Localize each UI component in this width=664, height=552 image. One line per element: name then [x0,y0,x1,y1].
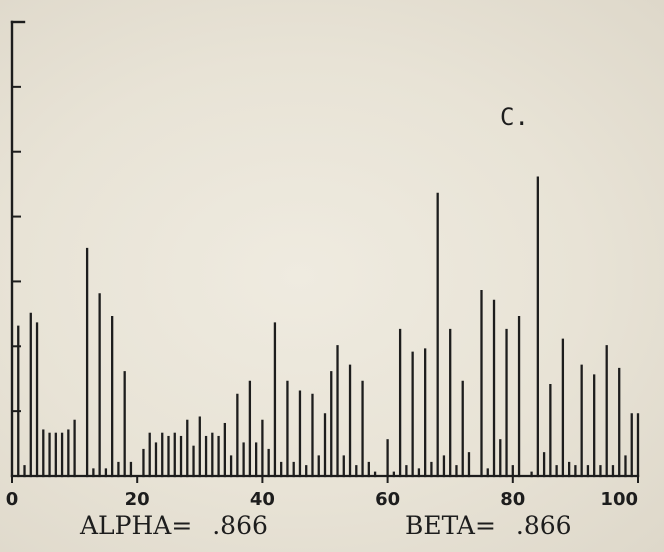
panel-label: C. [500,103,529,131]
chart-axes [10,20,640,478]
x-tick-label-0: 0 [6,489,19,510]
x-tick-label-20: 20 [125,489,150,510]
chart-bars [17,176,640,478]
x-tick-label-80: 80 [500,489,525,510]
alpha-label: ALPHA= [80,511,193,540]
alpha-value: .866 [212,511,268,540]
x-tick-label-40: 40 [250,489,275,510]
chart-ticks: 0 20 40 60 80 100 [6,475,639,510]
beta-value: .866 [515,511,572,540]
beta-label: BETA= [405,511,496,540]
x-tick-label-60: 60 [375,489,400,510]
alpha-parameter: ALPHA= .866 [80,507,268,545]
x-tick-label-100: 100 [600,489,638,510]
beta-parameter: BETA= .866 [405,507,572,545]
